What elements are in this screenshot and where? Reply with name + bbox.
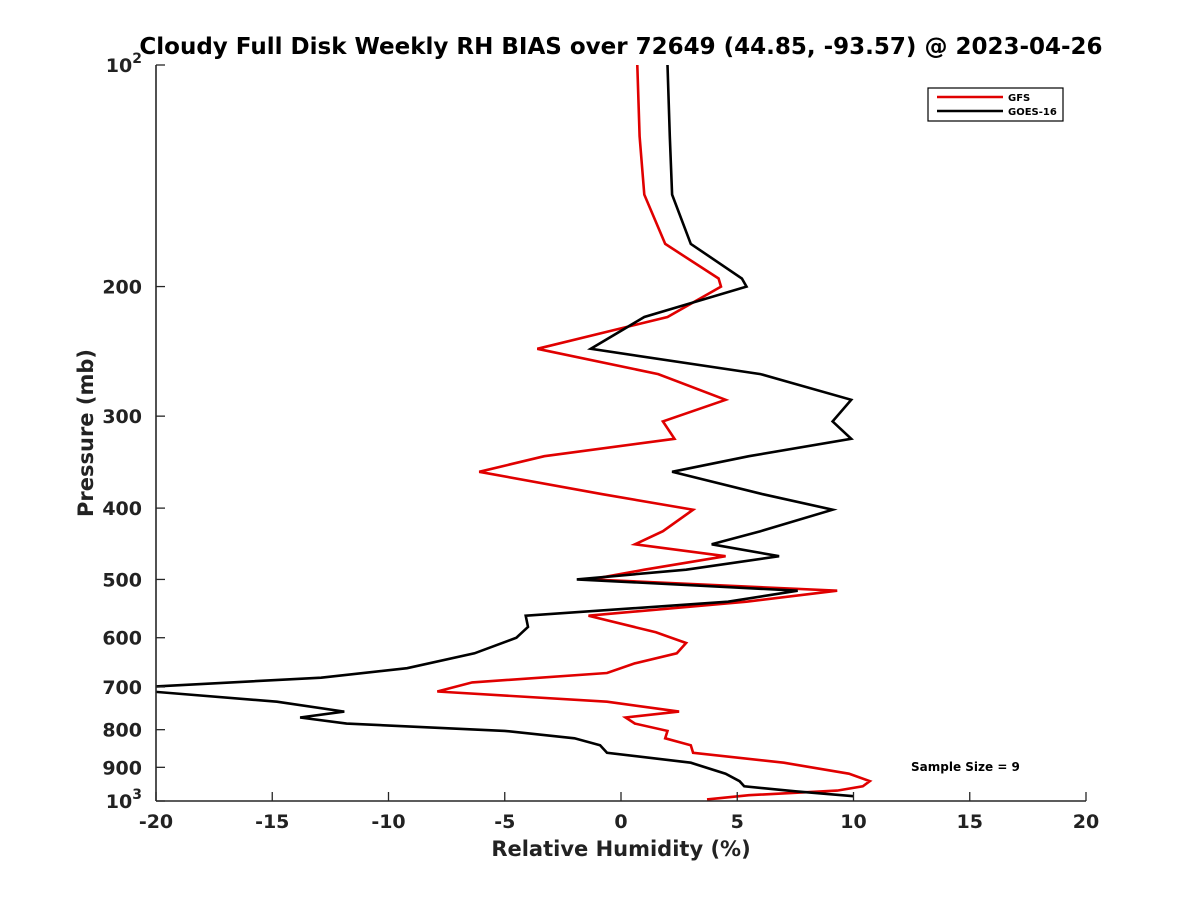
x-tick-label: -20 [139, 811, 173, 833]
y-tick-label: 200 [102, 277, 142, 299]
legend-box [927, 87, 1064, 122]
x-axis-ticks: -20 -15 -10 -5 0 5 10 15 20 [139, 792, 1099, 833]
series-layer [156, 65, 873, 801]
legend-label-goes16: GOES-16 [1008, 107, 1057, 118]
x-tick-label: 20 [1073, 811, 1099, 833]
y-tick-label: 800 [102, 720, 142, 742]
y-axis-ticks: 102 200 300 400 500 600 700 800 900 103 [102, 51, 165, 813]
x-tick-label: -15 [255, 811, 289, 833]
x-tick-label: -10 [371, 811, 405, 833]
sample-size-note: Sample Size = 9 [911, 760, 1020, 774]
y-tick-label: 700 [102, 677, 142, 699]
legend: GFS GOES-16 [927, 87, 1064, 122]
x-tick-label: 10 [840, 811, 866, 833]
chart-title: Cloudy Full Disk Weekly RH BIAS over 726… [139, 34, 1102, 60]
x-axis-label: Relative Humidity (%) [491, 837, 750, 861]
x-tick-label: 0 [614, 811, 627, 833]
series-line-goes16 [156, 65, 855, 798]
y-tick-label: 500 [102, 569, 142, 591]
series-line-gfs [436, 65, 873, 801]
x-tick-label: -5 [494, 811, 515, 833]
x-tick-label: 5 [731, 811, 744, 833]
y-tick-label: 900 [102, 757, 142, 779]
x-tick-label: 15 [957, 811, 983, 833]
y-tick-label: 102 [106, 51, 142, 77]
y-tick-label: 103 [106, 787, 142, 813]
y-tick-label: 400 [102, 498, 142, 520]
y-tick-label: 300 [102, 406, 142, 428]
y-axis-label: Pressure (mb) [74, 349, 98, 517]
y-tick-label: 600 [102, 628, 142, 650]
legend-label-gfs: GFS [1008, 93, 1030, 104]
